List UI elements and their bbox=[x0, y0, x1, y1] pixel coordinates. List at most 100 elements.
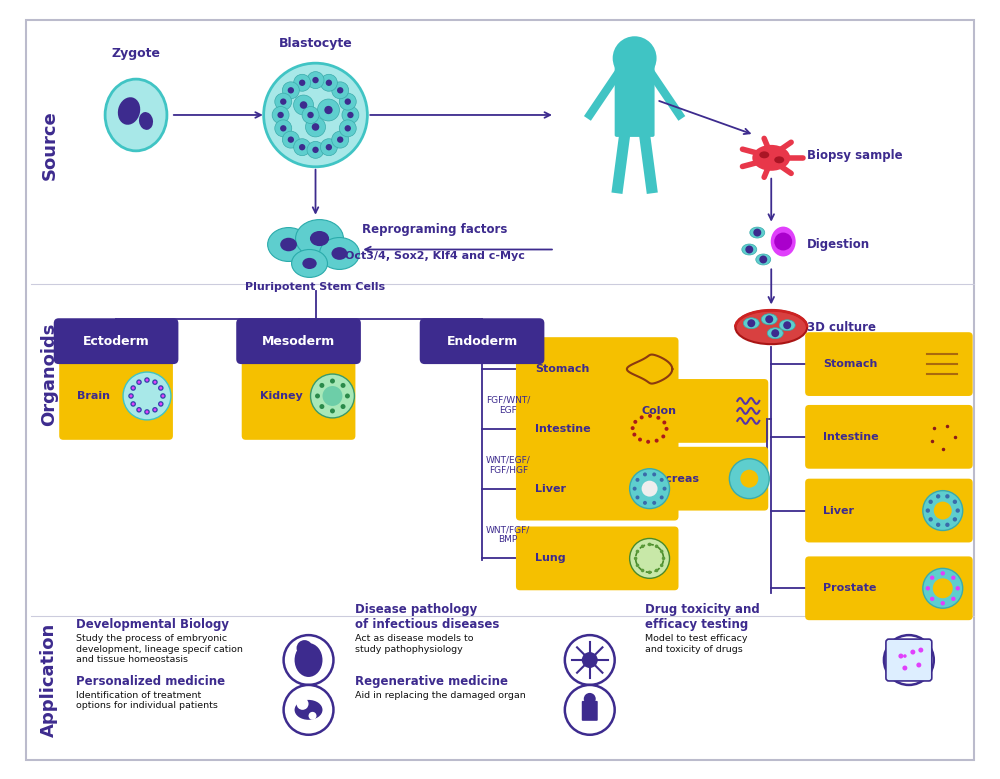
Ellipse shape bbox=[292, 249, 327, 277]
Circle shape bbox=[910, 650, 915, 654]
Circle shape bbox=[662, 557, 665, 560]
Circle shape bbox=[275, 93, 292, 110]
Ellipse shape bbox=[756, 254, 771, 265]
Text: Biopsy sample: Biopsy sample bbox=[807, 150, 903, 162]
Circle shape bbox=[640, 415, 644, 419]
Text: Mesoderm: Mesoderm bbox=[262, 335, 335, 347]
Circle shape bbox=[326, 144, 332, 150]
Circle shape bbox=[159, 403, 162, 405]
FancyBboxPatch shape bbox=[805, 478, 973, 542]
Text: Developmental Biology: Developmental Biology bbox=[76, 618, 229, 631]
Circle shape bbox=[641, 545, 644, 548]
Circle shape bbox=[307, 111, 314, 118]
Ellipse shape bbox=[310, 231, 329, 246]
Text: Pluripotent Stem Cells: Pluripotent Stem Cells bbox=[245, 282, 386, 292]
FancyBboxPatch shape bbox=[420, 319, 544, 364]
Circle shape bbox=[136, 379, 142, 385]
Circle shape bbox=[288, 136, 294, 143]
Circle shape bbox=[294, 95, 314, 115]
Ellipse shape bbox=[742, 244, 757, 255]
Ellipse shape bbox=[139, 112, 153, 130]
Circle shape bbox=[636, 563, 639, 567]
Circle shape bbox=[656, 416, 660, 420]
Ellipse shape bbox=[302, 258, 317, 269]
Circle shape bbox=[655, 545, 658, 548]
Ellipse shape bbox=[735, 310, 807, 344]
Ellipse shape bbox=[771, 227, 796, 256]
Circle shape bbox=[633, 420, 637, 424]
Circle shape bbox=[332, 82, 349, 99]
Circle shape bbox=[759, 256, 767, 263]
FancyBboxPatch shape bbox=[921, 412, 965, 462]
Circle shape bbox=[282, 131, 299, 148]
Circle shape bbox=[341, 404, 346, 409]
FancyBboxPatch shape bbox=[516, 337, 679, 401]
Circle shape bbox=[319, 404, 324, 409]
Circle shape bbox=[297, 698, 309, 710]
Circle shape bbox=[272, 107, 289, 123]
Text: Liver: Liver bbox=[535, 484, 566, 494]
Text: Endoderm: Endoderm bbox=[446, 335, 518, 347]
Circle shape bbox=[928, 517, 933, 522]
Circle shape bbox=[132, 403, 135, 405]
Circle shape bbox=[299, 79, 305, 86]
Circle shape bbox=[288, 87, 294, 93]
Circle shape bbox=[633, 487, 637, 491]
FancyBboxPatch shape bbox=[516, 456, 679, 520]
Circle shape bbox=[745, 245, 753, 253]
Circle shape bbox=[160, 393, 166, 399]
FancyBboxPatch shape bbox=[59, 352, 173, 440]
Ellipse shape bbox=[761, 314, 777, 325]
Circle shape bbox=[753, 228, 761, 237]
Text: Neural growth
supplements: Neural growth supplements bbox=[74, 341, 139, 361]
Circle shape bbox=[152, 407, 158, 413]
Circle shape bbox=[345, 98, 351, 105]
Circle shape bbox=[951, 576, 956, 580]
Circle shape bbox=[153, 408, 156, 411]
Ellipse shape bbox=[280, 238, 297, 252]
Ellipse shape bbox=[752, 145, 790, 171]
Circle shape bbox=[630, 469, 670, 509]
Circle shape bbox=[747, 319, 755, 327]
FancyBboxPatch shape bbox=[921, 339, 965, 389]
Text: Model to test efficacy
and toxicity of drugs: Model to test efficacy and toxicity of d… bbox=[645, 634, 747, 654]
Text: Application: Application bbox=[40, 623, 58, 737]
Circle shape bbox=[307, 72, 324, 89]
Circle shape bbox=[300, 101, 307, 109]
Circle shape bbox=[926, 509, 930, 513]
Circle shape bbox=[158, 385, 164, 391]
Circle shape bbox=[655, 439, 659, 442]
Circle shape bbox=[956, 586, 960, 590]
Circle shape bbox=[345, 393, 350, 399]
FancyBboxPatch shape bbox=[242, 352, 355, 440]
Circle shape bbox=[941, 571, 945, 576]
Text: Brain: Brain bbox=[77, 391, 110, 401]
Circle shape bbox=[565, 685, 615, 735]
Circle shape bbox=[923, 491, 963, 530]
Ellipse shape bbox=[767, 328, 783, 339]
Circle shape bbox=[634, 557, 637, 560]
Circle shape bbox=[318, 99, 339, 121]
Circle shape bbox=[307, 141, 324, 158]
Circle shape bbox=[309, 712, 317, 720]
Circle shape bbox=[635, 495, 639, 499]
Circle shape bbox=[326, 79, 332, 86]
FancyBboxPatch shape bbox=[236, 319, 361, 364]
Circle shape bbox=[153, 381, 156, 384]
Circle shape bbox=[953, 517, 957, 522]
Circle shape bbox=[565, 635, 615, 685]
Circle shape bbox=[284, 685, 333, 735]
Circle shape bbox=[337, 136, 343, 143]
Circle shape bbox=[765, 315, 773, 323]
Text: Personalized medicine: Personalized medicine bbox=[76, 675, 225, 688]
Circle shape bbox=[642, 481, 658, 497]
Circle shape bbox=[635, 478, 639, 482]
Circle shape bbox=[613, 37, 657, 80]
Circle shape bbox=[130, 394, 133, 397]
Circle shape bbox=[302, 107, 319, 123]
FancyBboxPatch shape bbox=[516, 397, 679, 460]
Circle shape bbox=[646, 440, 650, 444]
FancyBboxPatch shape bbox=[615, 58, 655, 137]
Circle shape bbox=[902, 665, 907, 671]
Circle shape bbox=[930, 597, 934, 601]
